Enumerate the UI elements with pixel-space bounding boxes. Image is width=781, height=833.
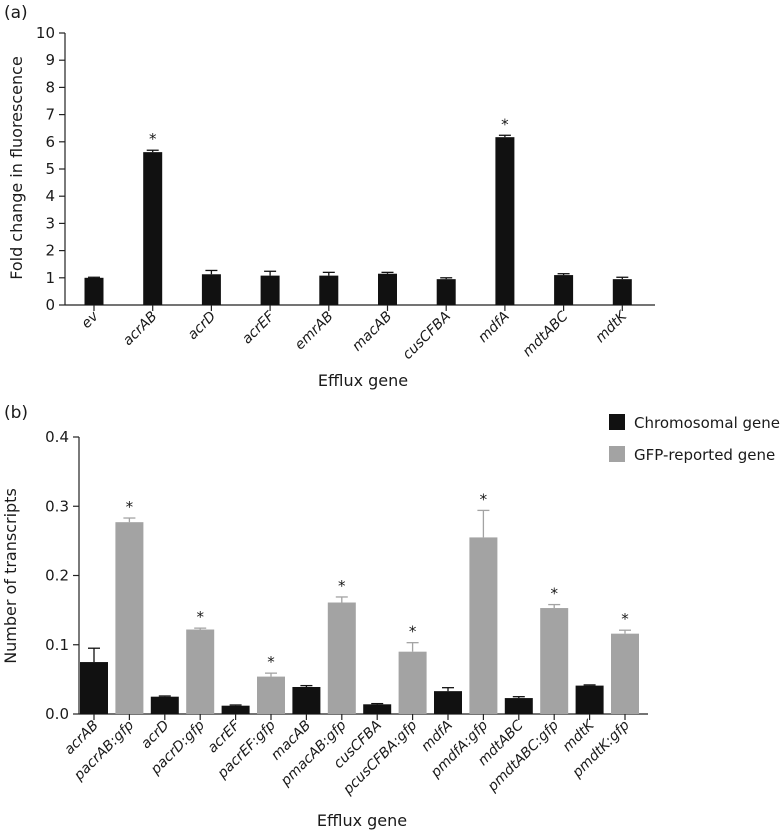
panel-a-bar [554, 275, 574, 305]
panel-a-xtick-label: mdfA [475, 309, 512, 346]
panel-a-bar [378, 273, 397, 305]
panel-b-bar [540, 608, 569, 714]
panel-a-bar [612, 279, 632, 305]
panel-b-bar [469, 537, 498, 714]
panel-a-ytick-label: 4 [45, 187, 55, 205]
panel-b-bar [150, 696, 179, 714]
panel-a: (a) Fold change in fluorescence Efflux g… [4, 3, 655, 390]
legend-swatch-chromosomal [609, 414, 625, 430]
panel-b-xlabel: Efflux gene [317, 811, 407, 830]
panel-b-significance-marker: * [338, 577, 346, 595]
panel-b-bar [115, 522, 144, 714]
panel-a-ytick-label: 5 [45, 160, 55, 178]
legend: Chromosomal gene GFP-reported gene [609, 414, 780, 464]
panel-a-label: (a) [4, 3, 28, 23]
panel-b-bar [504, 698, 533, 714]
panel-a-ylabel: Fold change in fluorescence [7, 56, 26, 280]
panel-a-ytick-label: 1 [45, 269, 55, 287]
panel-b-significance-marker: * [267, 653, 275, 671]
panel-a-bar [495, 137, 515, 305]
panel-b-bar [398, 651, 427, 714]
panel-b: (b) Number of transcripts Efflux gene Ch… [1, 403, 780, 830]
panel-a-xtick-label: mdtABC [520, 308, 572, 360]
panel-b-ytick-label: 0.0 [45, 705, 69, 723]
panel-a-ytick-label: 3 [45, 214, 55, 232]
panel-a-xtick-label: acrD [185, 308, 220, 343]
panel-a-ytick-label: 6 [45, 133, 55, 151]
panel-b-significance-marker: * [126, 498, 134, 516]
legend-label-chromosomal: Chromosomal gene [634, 414, 780, 432]
panel-a-bar [84, 277, 104, 305]
panel-b-ytick-label: 0.4 [45, 428, 69, 446]
panel-a-xtick-label: ev [79, 308, 103, 332]
panel-a-bar [143, 152, 163, 305]
panel-a-bar [319, 275, 339, 305]
panel-b-ytick-label: 0.1 [45, 636, 69, 654]
panel-a-ytick-label: 2 [45, 242, 55, 260]
panel-a-xtick-label: acrAB [120, 309, 160, 349]
panel-b-label: (b) [4, 403, 28, 423]
panel-a-ytick-label: 0 [45, 296, 55, 314]
panel-a-bar [436, 279, 456, 305]
panel-a-bar [201, 274, 221, 305]
panel-a-significance-marker: * [501, 115, 509, 133]
panel-b-significance-marker: * [480, 490, 488, 508]
panel-a-xtick-label: cusCFBA [400, 309, 454, 363]
panel-a-ytick-label: 8 [45, 78, 55, 96]
panel-a-xtick-label: emrAB [292, 309, 337, 354]
panel-b-ytick-label: 0.2 [45, 567, 69, 585]
panel-b-ylabel: Number of transcripts [1, 488, 20, 664]
panel-a-xtick-label: acrEF [239, 308, 279, 348]
panel-a-ytick-label: 10 [36, 24, 55, 42]
panel-b-ytick-label: 0.3 [45, 497, 69, 515]
panel-b-bar [327, 602, 356, 714]
panel-b-bar [434, 691, 462, 714]
panel-b-significance-marker: * [621, 610, 629, 628]
legend-label-gfp: GFP-reported gene [634, 446, 775, 464]
panel-a-xtick-label: mdtK [593, 307, 632, 346]
panel-b-bar [257, 676, 285, 714]
panel-a-xtick-label: macAB [349, 309, 395, 355]
panel-b-significance-marker: * [550, 585, 558, 603]
panel-b-bar [80, 662, 108, 714]
panel-b-bar [292, 686, 321, 714]
panel-a-bar [260, 275, 280, 305]
panel-b-bar [575, 685, 604, 714]
panel-a-ytick-label: 9 [45, 51, 55, 69]
panel-b-bar [186, 629, 215, 714]
panel-b-significance-marker: * [196, 608, 204, 626]
legend-swatch-gfp [609, 446, 625, 462]
panel-b-bar [611, 633, 639, 714]
panel-a-significance-marker: * [149, 130, 157, 148]
panel-a-xlabel: Efflux gene [318, 371, 408, 390]
panel-b-bar [221, 705, 250, 714]
panel-b-bar [363, 704, 392, 714]
panel-b-significance-marker: * [409, 623, 417, 641]
panel-a-ytick-label: 7 [45, 106, 55, 124]
